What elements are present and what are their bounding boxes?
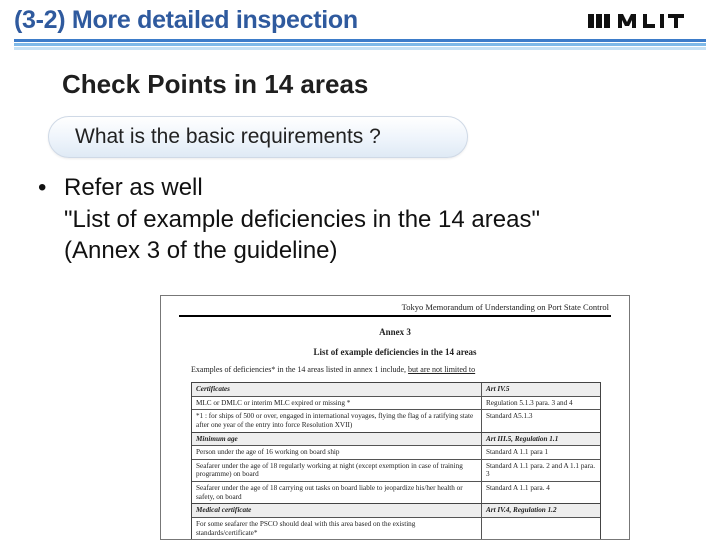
doc-row: For some seafarer the PSCO should deal w… <box>192 517 600 539</box>
slide-title: (3-2) More detailed inspection <box>14 6 358 35</box>
doc-cell-desc: Seafarer under the age of 18 carrying ou… <box>192 482 482 503</box>
doc-head-left: Certificates <box>192 383 482 396</box>
doc-cell-ref: Standard A 1.1 para 1 <box>482 446 600 459</box>
annex-preview: Tokyo Memorandum of Understanding on Por… <box>160 295 630 540</box>
doc-section: CertificatesArt IV.5MLC or DMLC or inter… <box>191 382 601 433</box>
doc-section-head: Minimum ageArt III.5, Regulation 1.1 <box>192 433 600 446</box>
doc-cell-ref: Standard A 1.1 para. 2 and A 1.1 para. 3 <box>482 460 600 481</box>
doc-row: *1 : for ships of 500 or over, engaged i… <box>192 409 600 431</box>
doc-cell-desc: *1 : for ships of 500 or over, engaged i… <box>192 410 482 431</box>
doc-annex-label: Annex 3 <box>179 327 611 337</box>
doc-head-right: Art IV.5 <box>482 383 600 396</box>
doc-cell-desc: Person under the age of 16 working on bo… <box>192 446 482 459</box>
bullet-line-3: (Annex 3 of the guideline) <box>38 235 720 267</box>
brand-logo <box>588 10 706 32</box>
title-underline <box>14 39 706 51</box>
doc-section: Medical certificateArt IV.4, Regulation … <box>191 504 601 540</box>
section-subtitle: Check Points in 14 areas <box>62 69 720 100</box>
doc-intro-b: but are not limited to <box>408 365 475 374</box>
question-text: What is the basic requirements ? <box>75 125 381 149</box>
doc-section-head: Medical certificateArt IV.4, Regulation … <box>192 504 600 517</box>
doc-head-left: Minimum age <box>192 433 482 446</box>
doc-cell-ref: Standard A 1.1 para. 4 <box>482 482 600 503</box>
doc-cell-desc: Seafarer under the age of 18 regularly w… <box>192 460 482 481</box>
doc-intro-a: Examples of deficiencies* in the 14 area… <box>191 365 408 374</box>
bullet-line-1: Refer as well <box>64 172 203 204</box>
doc-cell-ref <box>482 518 600 539</box>
bullet-block: • Refer as well "List of example deficie… <box>38 172 720 267</box>
bullet-marker: • <box>38 172 64 204</box>
doc-cell-ref: Regulation 5.1.3 para. 3 and 4 <box>482 397 600 410</box>
doc-list-title: List of example deficiencies in the 14 a… <box>179 347 611 357</box>
doc-cell-ref: Standard A5.1.3 <box>482 410 600 431</box>
doc-source: Tokyo Memorandum of Understanding on Por… <box>179 302 611 312</box>
doc-row: MLC or DMLC or interim MLC expired or mi… <box>192 396 600 410</box>
bullet-line-2: "List of example deficiencies in the 14 … <box>38 204 720 236</box>
doc-cell-desc: MLC or DMLC or interim MLC expired or mi… <box>192 397 482 410</box>
doc-row: Person under the age of 16 working on bo… <box>192 445 600 459</box>
doc-row: Seafarer under the age of 18 carrying ou… <box>192 481 600 503</box>
doc-head-right: Art III.5, Regulation 1.1 <box>482 433 600 446</box>
doc-head-left: Medical certificate <box>192 504 482 517</box>
doc-head-right: Art IV.4, Regulation 1.2 <box>482 504 600 517</box>
doc-table-body: CertificatesArt IV.5MLC or DMLC or inter… <box>179 382 611 540</box>
doc-rule <box>179 315 611 317</box>
doc-section-head: CertificatesArt IV.5 <box>192 383 600 396</box>
doc-cell-desc: For some seafarer the PSCO should deal w… <box>192 518 482 539</box>
doc-section: Minimum ageArt III.5, Regulation 1.1Pers… <box>191 433 601 505</box>
doc-intro: Examples of deficiencies* in the 14 area… <box>191 365 599 374</box>
doc-row: Seafarer under the age of 18 regularly w… <box>192 459 600 481</box>
question-pill: What is the basic requirements ? <box>48 116 468 158</box>
